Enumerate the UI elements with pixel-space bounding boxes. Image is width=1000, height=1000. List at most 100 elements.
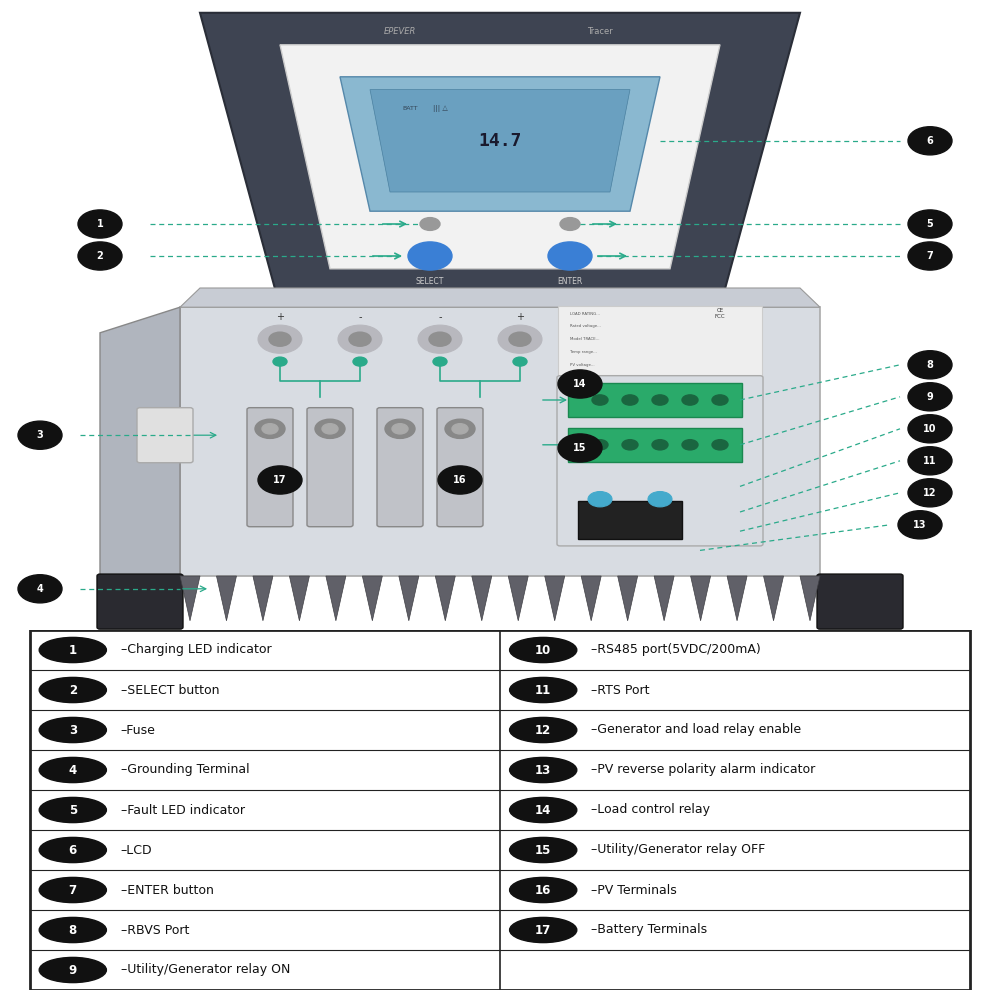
Circle shape: [908, 415, 952, 443]
Circle shape: [429, 332, 451, 346]
Circle shape: [908, 351, 952, 379]
Text: Model TRACE...: Model TRACE...: [570, 337, 600, 341]
Circle shape: [262, 424, 278, 434]
Polygon shape: [326, 576, 346, 621]
Text: Rated voltage...: Rated voltage...: [570, 324, 601, 328]
Polygon shape: [764, 576, 784, 621]
Text: BATT: BATT: [402, 106, 418, 111]
Text: –SELECT button: –SELECT button: [121, 684, 219, 696]
Text: 2: 2: [69, 684, 77, 696]
Text: EPEVER: EPEVER: [384, 27, 416, 36]
Polygon shape: [289, 576, 309, 621]
Text: 6: 6: [69, 844, 77, 856]
Circle shape: [445, 419, 475, 438]
Text: Temp range...: Temp range...: [570, 350, 597, 354]
Text: –Load control relay: –Load control relay: [591, 804, 710, 816]
Circle shape: [273, 357, 287, 366]
Circle shape: [908, 210, 952, 238]
Text: 10: 10: [535, 644, 551, 656]
Circle shape: [908, 383, 952, 411]
Text: Tracer: Tracer: [587, 27, 613, 36]
Polygon shape: [180, 288, 820, 307]
Polygon shape: [340, 77, 660, 211]
FancyBboxPatch shape: [557, 376, 763, 546]
Polygon shape: [435, 576, 455, 621]
Text: 9: 9: [927, 392, 933, 402]
Circle shape: [652, 440, 668, 450]
Text: 12: 12: [535, 724, 551, 736]
Circle shape: [510, 797, 577, 823]
Text: ENTER: ENTER: [557, 277, 583, 286]
Text: 14: 14: [535, 804, 551, 816]
Circle shape: [908, 447, 952, 475]
Circle shape: [510, 757, 577, 783]
Polygon shape: [180, 576, 200, 621]
Circle shape: [510, 877, 577, 903]
FancyBboxPatch shape: [578, 501, 682, 539]
Text: 17: 17: [535, 924, 551, 936]
Circle shape: [385, 419, 415, 438]
Polygon shape: [180, 307, 820, 576]
Circle shape: [39, 717, 106, 743]
Circle shape: [39, 637, 106, 663]
Text: 2: 2: [97, 251, 103, 261]
Text: -: -: [438, 312, 442, 322]
Text: 7: 7: [927, 251, 933, 261]
Text: PV voltage...: PV voltage...: [570, 363, 595, 367]
Polygon shape: [654, 576, 674, 621]
FancyBboxPatch shape: [558, 306, 762, 385]
FancyBboxPatch shape: [817, 574, 903, 629]
Circle shape: [392, 424, 408, 434]
Text: 11: 11: [923, 456, 937, 466]
Circle shape: [588, 492, 612, 507]
Polygon shape: [399, 576, 419, 621]
Circle shape: [682, 395, 698, 405]
Text: -: -: [358, 312, 362, 322]
Polygon shape: [100, 307, 180, 608]
Text: 3: 3: [37, 430, 43, 440]
Text: 1: 1: [97, 219, 103, 229]
Text: 8: 8: [69, 924, 77, 936]
Polygon shape: [216, 576, 236, 621]
Text: 4: 4: [69, 764, 77, 776]
Polygon shape: [581, 576, 601, 621]
Circle shape: [510, 837, 577, 863]
Text: 3: 3: [69, 724, 77, 736]
Text: 14.7: 14.7: [478, 132, 522, 150]
Polygon shape: [472, 576, 492, 621]
Text: +: +: [276, 312, 284, 322]
Circle shape: [315, 419, 345, 438]
Circle shape: [39, 797, 106, 823]
Text: 10: 10: [923, 424, 937, 434]
Text: –Utility/Generator relay ON: –Utility/Generator relay ON: [121, 964, 290, 976]
Circle shape: [592, 395, 608, 405]
Text: –Battery Terminals: –Battery Terminals: [591, 924, 707, 936]
Circle shape: [712, 395, 728, 405]
FancyBboxPatch shape: [307, 408, 353, 527]
Text: –PV reverse polarity alarm indicator: –PV reverse polarity alarm indicator: [591, 764, 815, 776]
Circle shape: [255, 419, 285, 438]
Circle shape: [682, 440, 698, 450]
Polygon shape: [727, 576, 747, 621]
Circle shape: [908, 127, 952, 155]
Text: 1: 1: [69, 644, 77, 656]
Polygon shape: [280, 45, 720, 269]
Circle shape: [78, 210, 122, 238]
Text: –Grounding Terminal: –Grounding Terminal: [121, 764, 249, 776]
Text: 16: 16: [535, 884, 551, 896]
FancyBboxPatch shape: [97, 574, 183, 629]
Circle shape: [622, 395, 638, 405]
Text: 13: 13: [913, 520, 927, 530]
Circle shape: [438, 466, 482, 494]
Circle shape: [39, 837, 106, 863]
Circle shape: [510, 637, 577, 663]
Circle shape: [908, 479, 952, 507]
Text: 9: 9: [69, 964, 77, 976]
Text: –RS485 port(5VDC/200mA): –RS485 port(5VDC/200mA): [591, 644, 761, 656]
Polygon shape: [508, 576, 528, 621]
Text: 12: 12: [923, 488, 937, 498]
Circle shape: [18, 575, 62, 603]
Circle shape: [420, 218, 440, 230]
Circle shape: [510, 717, 577, 743]
Polygon shape: [200, 13, 800, 307]
